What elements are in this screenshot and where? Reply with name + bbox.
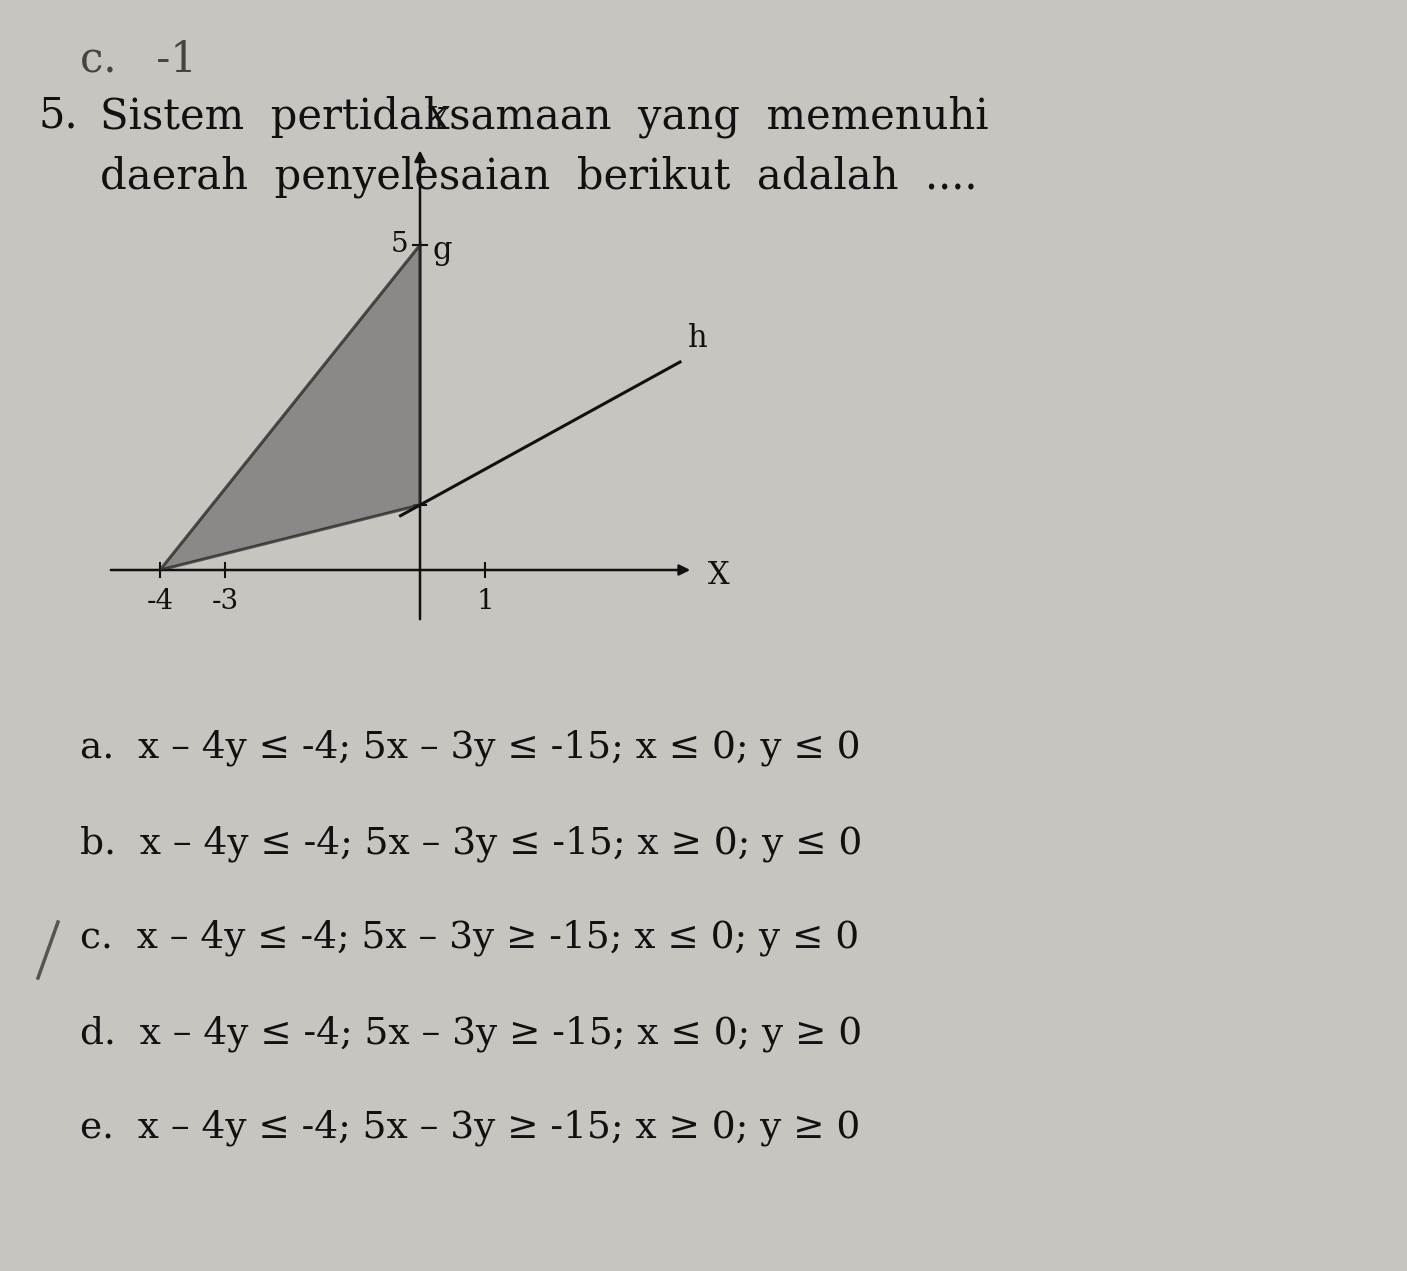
Text: daerah  penyelesaian  berikut  adalah  ....: daerah penyelesaian berikut adalah .... <box>100 155 978 197</box>
Text: b.  x – 4y ≤ -4; 5x – 3y ≤ -15; x ≥ 0; y ≤ 0: b. x – 4y ≤ -4; 5x – 3y ≤ -15; x ≥ 0; y … <box>80 825 862 862</box>
Text: Y: Y <box>428 105 447 136</box>
Text: X: X <box>708 559 729 591</box>
Polygon shape <box>160 245 421 569</box>
Text: -4: -4 <box>146 588 173 615</box>
Text: -3: -3 <box>211 588 239 615</box>
Text: c.  x – 4y ≤ -4; 5x – 3y ≥ -15; x ≤ 0; y ≤ 0: c. x – 4y ≤ -4; 5x – 3y ≥ -15; x ≤ 0; y … <box>80 920 860 957</box>
Text: g: g <box>432 235 452 266</box>
Text: e.  x – 4y ≤ -4; 5x – 3y ≥ -15; x ≥ 0; y ≥ 0: e. x – 4y ≤ -4; 5x – 3y ≥ -15; x ≥ 0; y … <box>80 1110 860 1146</box>
Text: 1: 1 <box>476 588 494 615</box>
Text: c.   -1: c. -1 <box>80 38 197 80</box>
Text: a.  x – 4y ≤ -4; 5x – 3y ≤ -15; x ≤ 0; y ≤ 0: a. x – 4y ≤ -4; 5x – 3y ≤ -15; x ≤ 0; y … <box>80 730 861 766</box>
Text: 5.: 5. <box>38 95 77 137</box>
Text: d.  x – 4y ≤ -4; 5x – 3y ≥ -15; x ≤ 0; y ≥ 0: d. x – 4y ≤ -4; 5x – 3y ≥ -15; x ≤ 0; y … <box>80 1016 862 1051</box>
Text: Sistem  pertidaksamaan  yang  memenuhi: Sistem pertidaksamaan yang memenuhi <box>100 95 989 137</box>
Text: h: h <box>688 323 708 355</box>
Text: 5: 5 <box>390 231 408 258</box>
